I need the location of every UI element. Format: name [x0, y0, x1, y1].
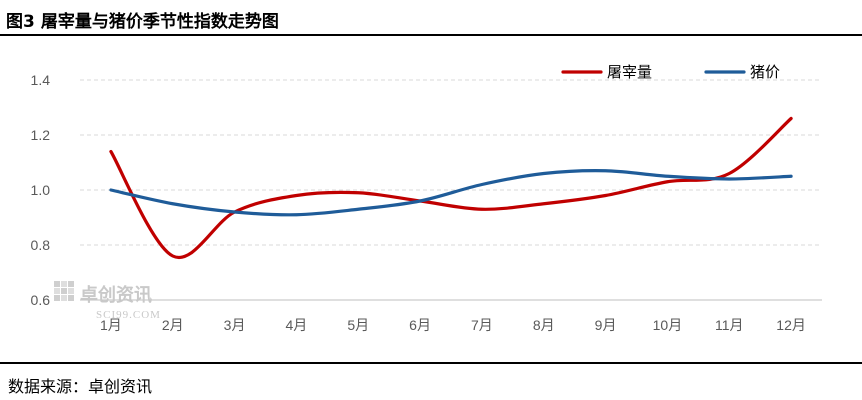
x-tick-label: 3月 [224, 317, 246, 333]
legend-label: 猪价 [750, 63, 780, 81]
series-line-1 [109, 116, 793, 260]
y-tick-label: 1.0 [31, 182, 51, 198]
x-tick-label: 12月 [776, 317, 806, 333]
x-tick-label: 10月 [653, 317, 683, 333]
x-tick-label: 1月 [100, 317, 122, 333]
y-tick-label: 1.4 [31, 72, 51, 88]
x-tick-label: 11月 [715, 317, 744, 333]
legend: 屠宰量 猪价 [561, 63, 780, 81]
y-axis-ticks: 0.6 0.8 1.0 1.2 1.4 [31, 72, 51, 308]
y-tick-label: 0.6 [31, 292, 51, 308]
x-tick-label: 2月 [162, 317, 184, 333]
y-tick-label: 0.8 [31, 237, 51, 253]
legend-label: 屠宰量 [607, 63, 652, 81]
x-tick-label: 9月 [595, 317, 617, 333]
source-note: 数据来源：卓创资讯 [8, 377, 153, 396]
gridlines [80, 79, 822, 301]
title-bar: 图3 屠宰量与猪价季节性指数走势图 [0, 0, 862, 36]
figure-title: 屠宰量与猪价季节性指数走势图 [40, 12, 279, 32]
x-tick-label: 7月 [471, 317, 493, 333]
x-tick-label: 5月 [347, 317, 369, 333]
watermark-name: 卓创资讯 [80, 284, 152, 306]
watermark: 卓创资讯 SCI99.COM [54, 281, 161, 321]
series-lines [109, 116, 793, 260]
watermark-url: SCI99.COM [96, 309, 161, 321]
watermark-logo-icon [54, 281, 74, 301]
x-tick-label: 8月 [533, 317, 555, 333]
x-axis-ticks: 1月 2月 3月 4月 5月 6月 7月 8月 9月 10月 11月 12月 [100, 317, 806, 333]
x-tick-label: 4月 [286, 317, 308, 333]
series-line-2 [109, 169, 793, 217]
line-chart: 卓创资讯 SCI99.COM 0.6 0.8 1.0 1.2 1.4 1月 2月 3月 4月 5… [31, 63, 822, 333]
x-tick-label: 6月 [409, 317, 431, 333]
chart-title: 图3 屠宰量与猪价季节性指数走势图 [6, 7, 279, 32]
y-tick-label: 1.2 [31, 127, 51, 143]
source-bar: 数据来源：卓创资讯 [0, 362, 862, 400]
figure-label: 图3 [6, 12, 35, 32]
